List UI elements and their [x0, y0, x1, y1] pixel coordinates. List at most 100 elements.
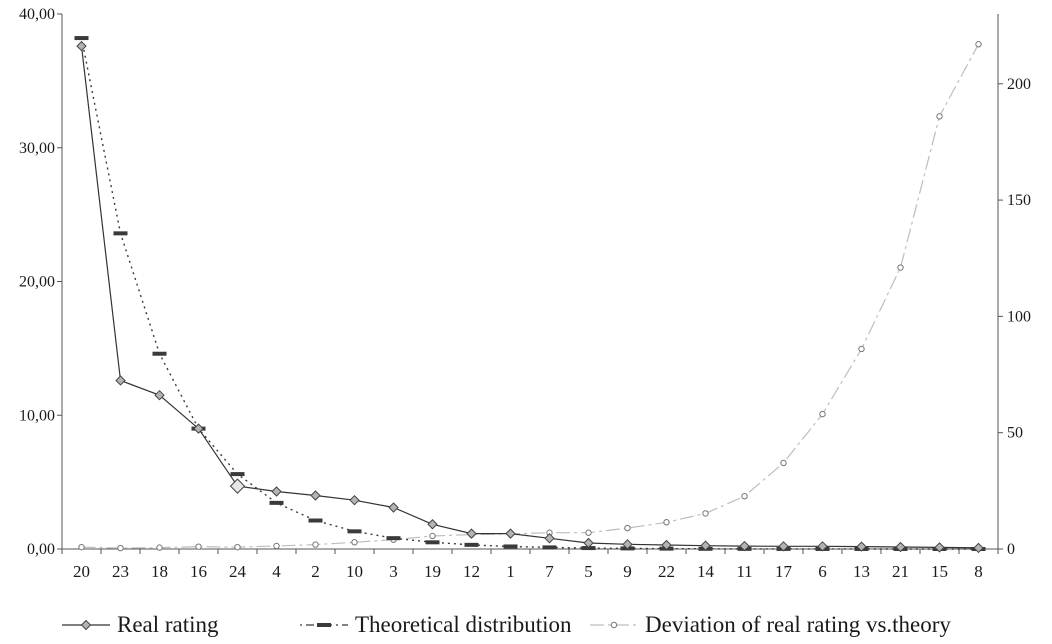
x-tick-label: 19 — [424, 562, 441, 581]
legend-label: Real rating — [117, 612, 219, 637]
real-rating-point — [115, 375, 126, 386]
x-tick-label: 8 — [974, 562, 983, 581]
series-line-1 — [80, 37, 979, 550]
x-tick-label: 10 — [346, 562, 363, 581]
x-tick-label: 16 — [190, 562, 207, 581]
real-rating-point — [505, 528, 516, 539]
series-1 — [74, 36, 986, 551]
legend-item-1: Theoretical distribution — [300, 612, 572, 637]
deviation-point — [858, 345, 865, 353]
chart-series-layer — [74, 36, 986, 554]
deviation-point — [819, 410, 826, 418]
x-tick-label: 5 — [584, 562, 593, 581]
x-tick-label: 1 — [506, 562, 515, 581]
deviation-point — [897, 264, 904, 271]
x-tick-label: 11 — [736, 562, 752, 581]
x-tick-label: 4 — [272, 562, 281, 581]
theoretical-point — [425, 540, 440, 545]
series-line-0 — [80, 46, 979, 549]
theoretical-point — [152, 351, 167, 356]
legend-label: Deviation of real rating vs.theory — [645, 612, 951, 637]
real-rating-point — [466, 528, 477, 539]
y-right-tick-label: 200 — [1007, 76, 1031, 93]
real-rating-point — [973, 542, 984, 554]
real-rating-point — [895, 541, 906, 553]
legend-item-0: Real rating — [62, 612, 219, 637]
x-tick-label: 18 — [151, 562, 168, 581]
deviation-point — [351, 539, 358, 546]
real-rating-point — [388, 502, 399, 513]
y-right-tick-label: 0 — [1007, 541, 1015, 558]
real-rating-point — [80, 619, 92, 631]
deviation-point — [610, 621, 618, 629]
x-tick-label: 17 — [775, 562, 793, 581]
real-rating-point — [427, 519, 438, 530]
deviation-point — [780, 459, 787, 467]
theoretical-point — [503, 544, 518, 549]
y-left-tick-label: 20,00 — [19, 274, 55, 291]
x-tick-label: 21 — [892, 562, 909, 581]
x-tick-label: 9 — [623, 562, 632, 581]
deviation-point — [117, 544, 124, 552]
x-tick-label: 15 — [931, 562, 948, 581]
x-tick-label: 13 — [853, 562, 870, 581]
y-right-tick-label: 50 — [1007, 425, 1023, 442]
y-right-tick-label: 150 — [1007, 192, 1031, 209]
legend-label: Theoretical distribution — [355, 612, 572, 637]
deviation-point — [156, 544, 163, 551]
legend-item-2: Deviation of real rating vs.theory — [590, 612, 951, 637]
theoretical-point — [269, 500, 284, 505]
deviation-point — [78, 543, 85, 551]
real-rating-point — [622, 539, 633, 550]
deviation-point — [195, 543, 202, 550]
real-rating-point — [229, 478, 246, 494]
theoretical-point — [230, 472, 245, 477]
deviation-point — [702, 510, 709, 517]
x-tick-label: 23 — [112, 562, 129, 581]
chart-legend: Real rating Theoretical distribution Devia… — [62, 612, 951, 637]
x-tick-label: 3 — [389, 562, 398, 581]
x-tick-label: 24 — [229, 562, 247, 581]
deviation-point — [663, 519, 670, 526]
real-rating-point — [544, 533, 555, 544]
theoretical-point — [347, 529, 362, 534]
deviation-point — [936, 113, 943, 120]
real-rating-point — [349, 494, 360, 506]
real-rating-point — [193, 423, 204, 434]
y-left-tick-label: 10,00 — [19, 407, 55, 424]
real-rating-point — [700, 540, 711, 551]
theoretical-point — [308, 518, 323, 523]
theoretical-point — [464, 542, 479, 547]
deviation-point — [273, 542, 280, 550]
real-rating-point — [310, 490, 321, 501]
deviation-point — [624, 524, 631, 532]
deviation-point — [741, 492, 748, 500]
real-rating-point — [583, 537, 594, 549]
theoretical-point — [74, 36, 89, 41]
x-tick-label: 2 — [311, 562, 320, 581]
y-left-tick-label: 40,00 — [19, 6, 55, 23]
y-left-tick-label: 0,00 — [27, 541, 55, 558]
deviation-point — [234, 543, 241, 551]
x-tick-label: 6 — [818, 562, 827, 581]
real-rating-point — [778, 541, 789, 552]
series-line-2 — [81, 43, 980, 549]
x-tick-label: 22 — [658, 562, 675, 581]
real-rating-point — [856, 541, 867, 552]
deviation-point — [585, 529, 592, 536]
series-0 — [76, 40, 984, 554]
deviation-point — [975, 41, 982, 48]
deviation-point — [429, 532, 436, 540]
y-right-tick-label: 100 — [1007, 308, 1031, 325]
theoretical-point — [113, 231, 128, 236]
x-tick-label: 20 — [73, 562, 90, 581]
series-2 — [78, 41, 982, 552]
real-rating-point — [661, 539, 672, 551]
theoretical-point — [542, 545, 557, 550]
real-rating-point — [934, 542, 945, 553]
real-rating-point — [76, 40, 87, 52]
x-tick-label: 12 — [463, 562, 480, 581]
real-rating-point — [271, 486, 282, 497]
